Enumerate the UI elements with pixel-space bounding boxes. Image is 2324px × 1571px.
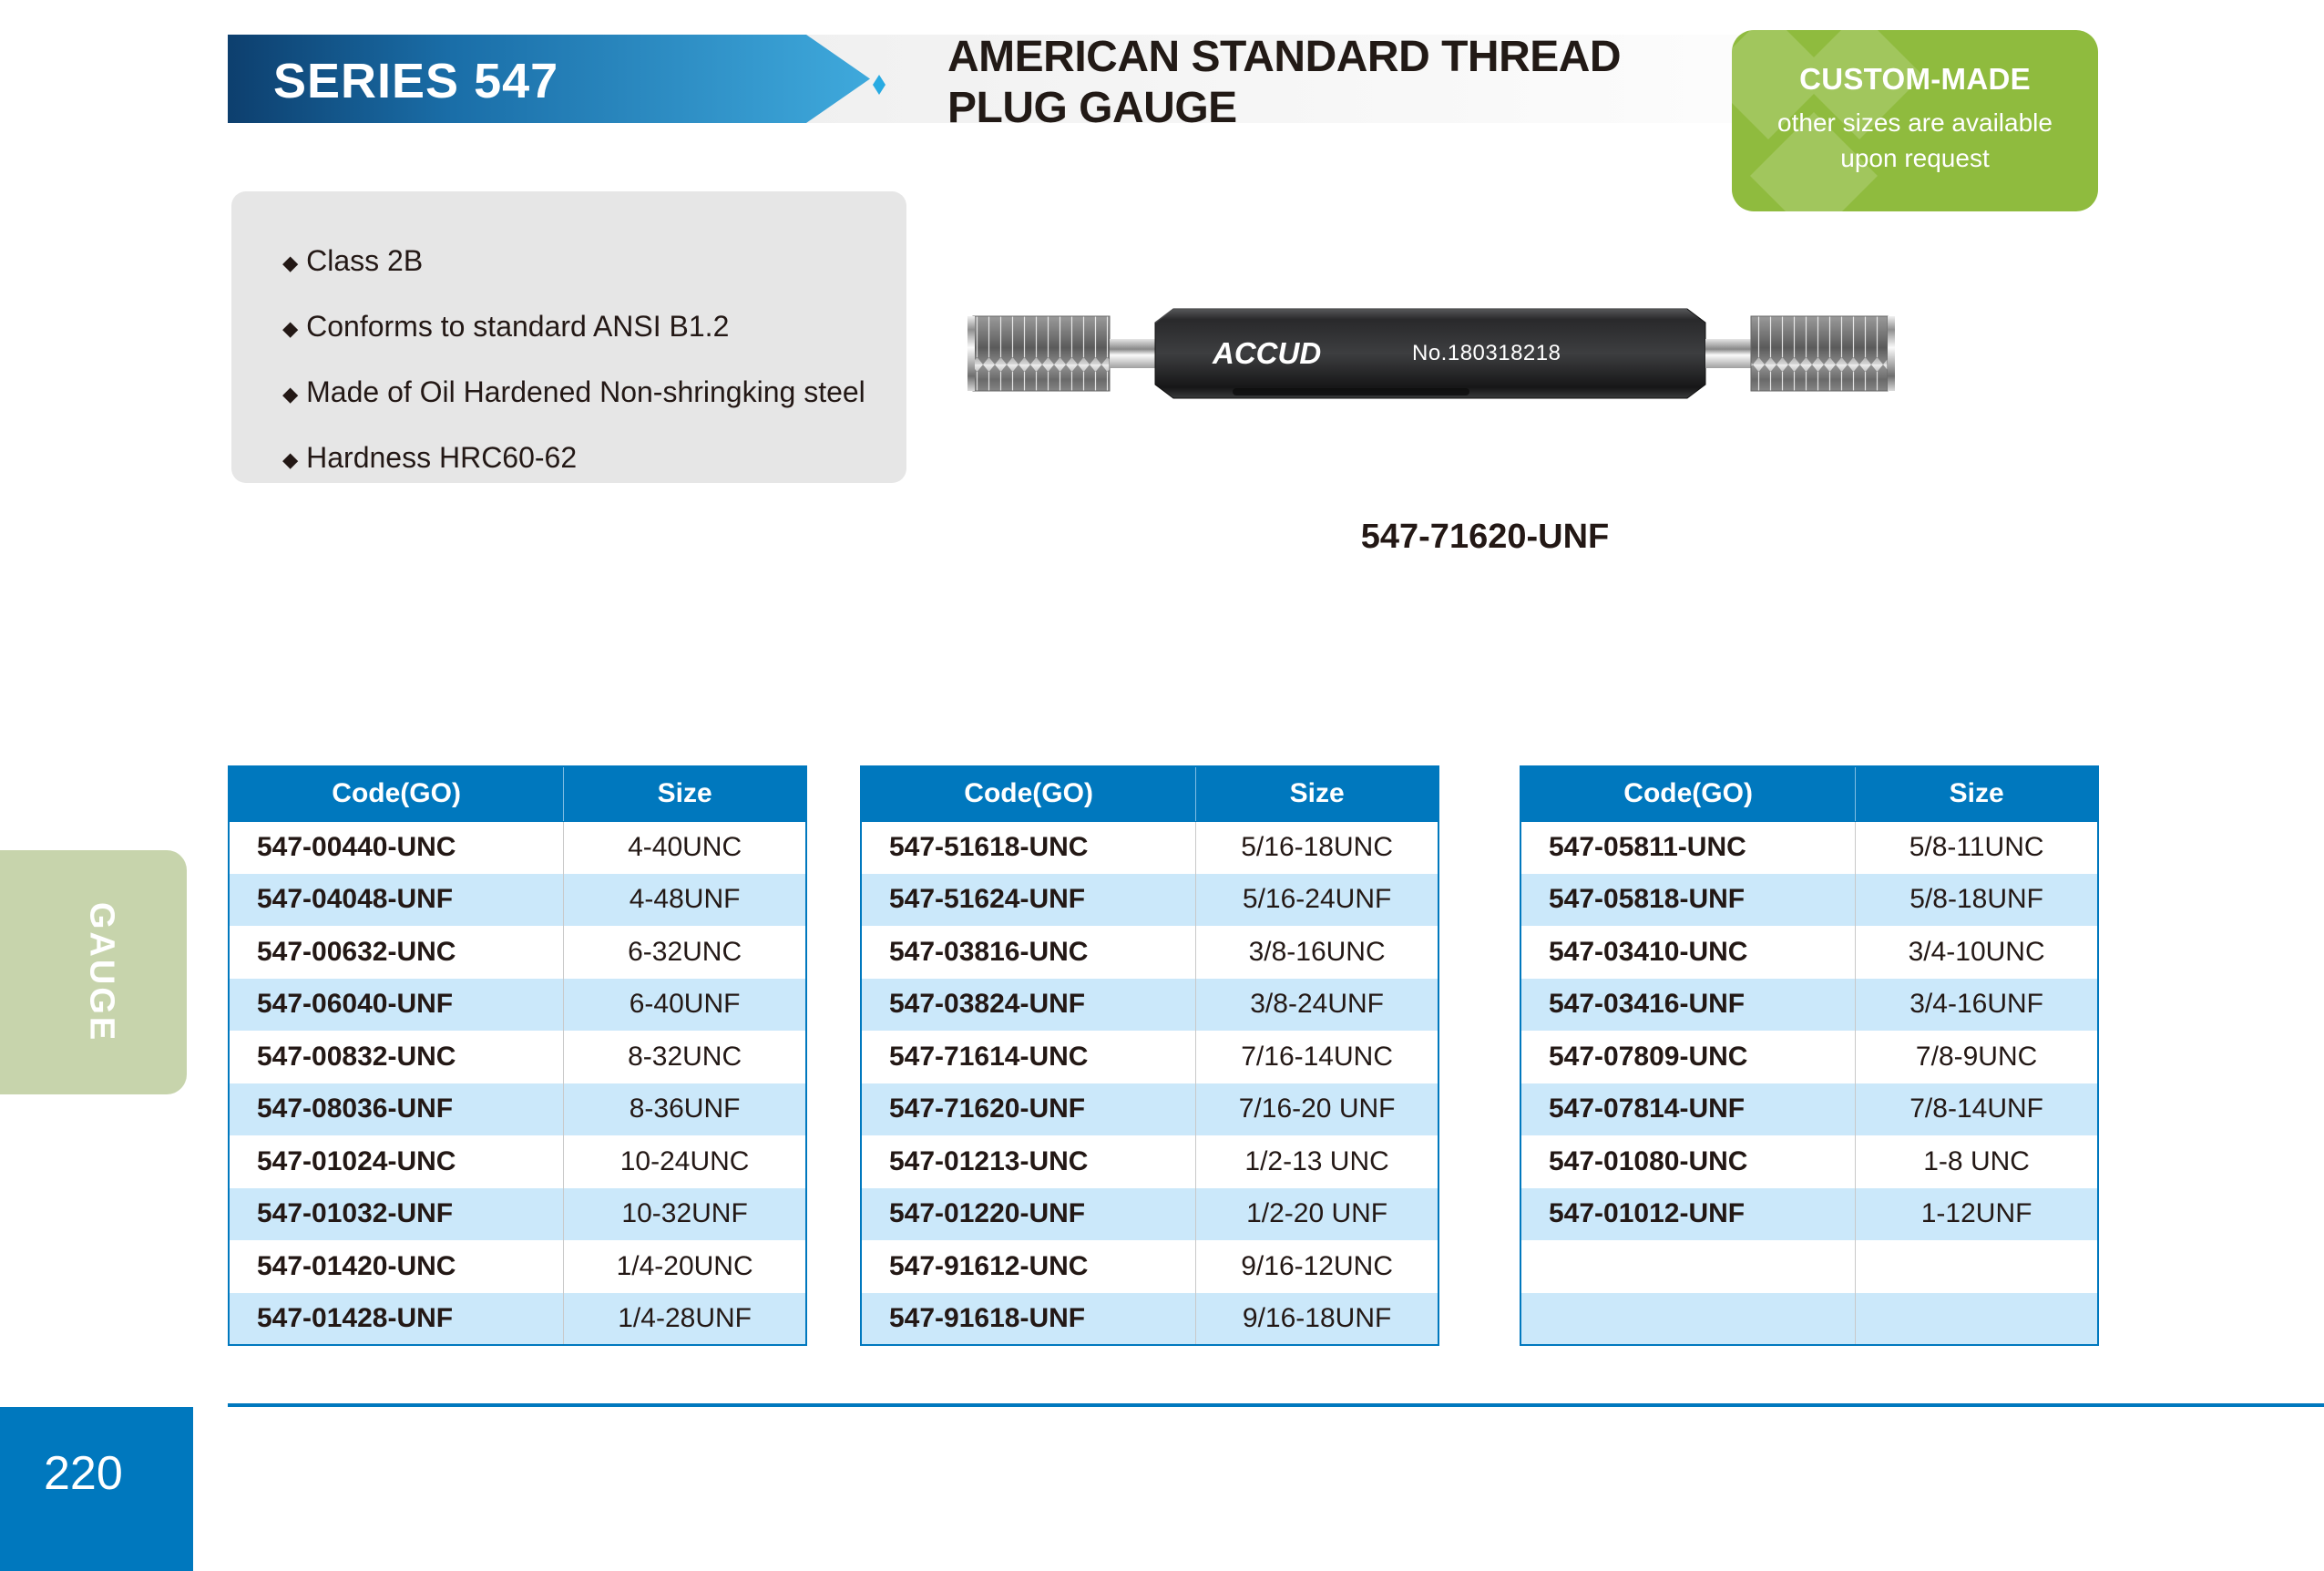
svg-text:ACCUD: ACCUD <box>1212 336 1321 370</box>
svg-text:No.180318218: No.180318218 <box>1412 341 1561 365</box>
